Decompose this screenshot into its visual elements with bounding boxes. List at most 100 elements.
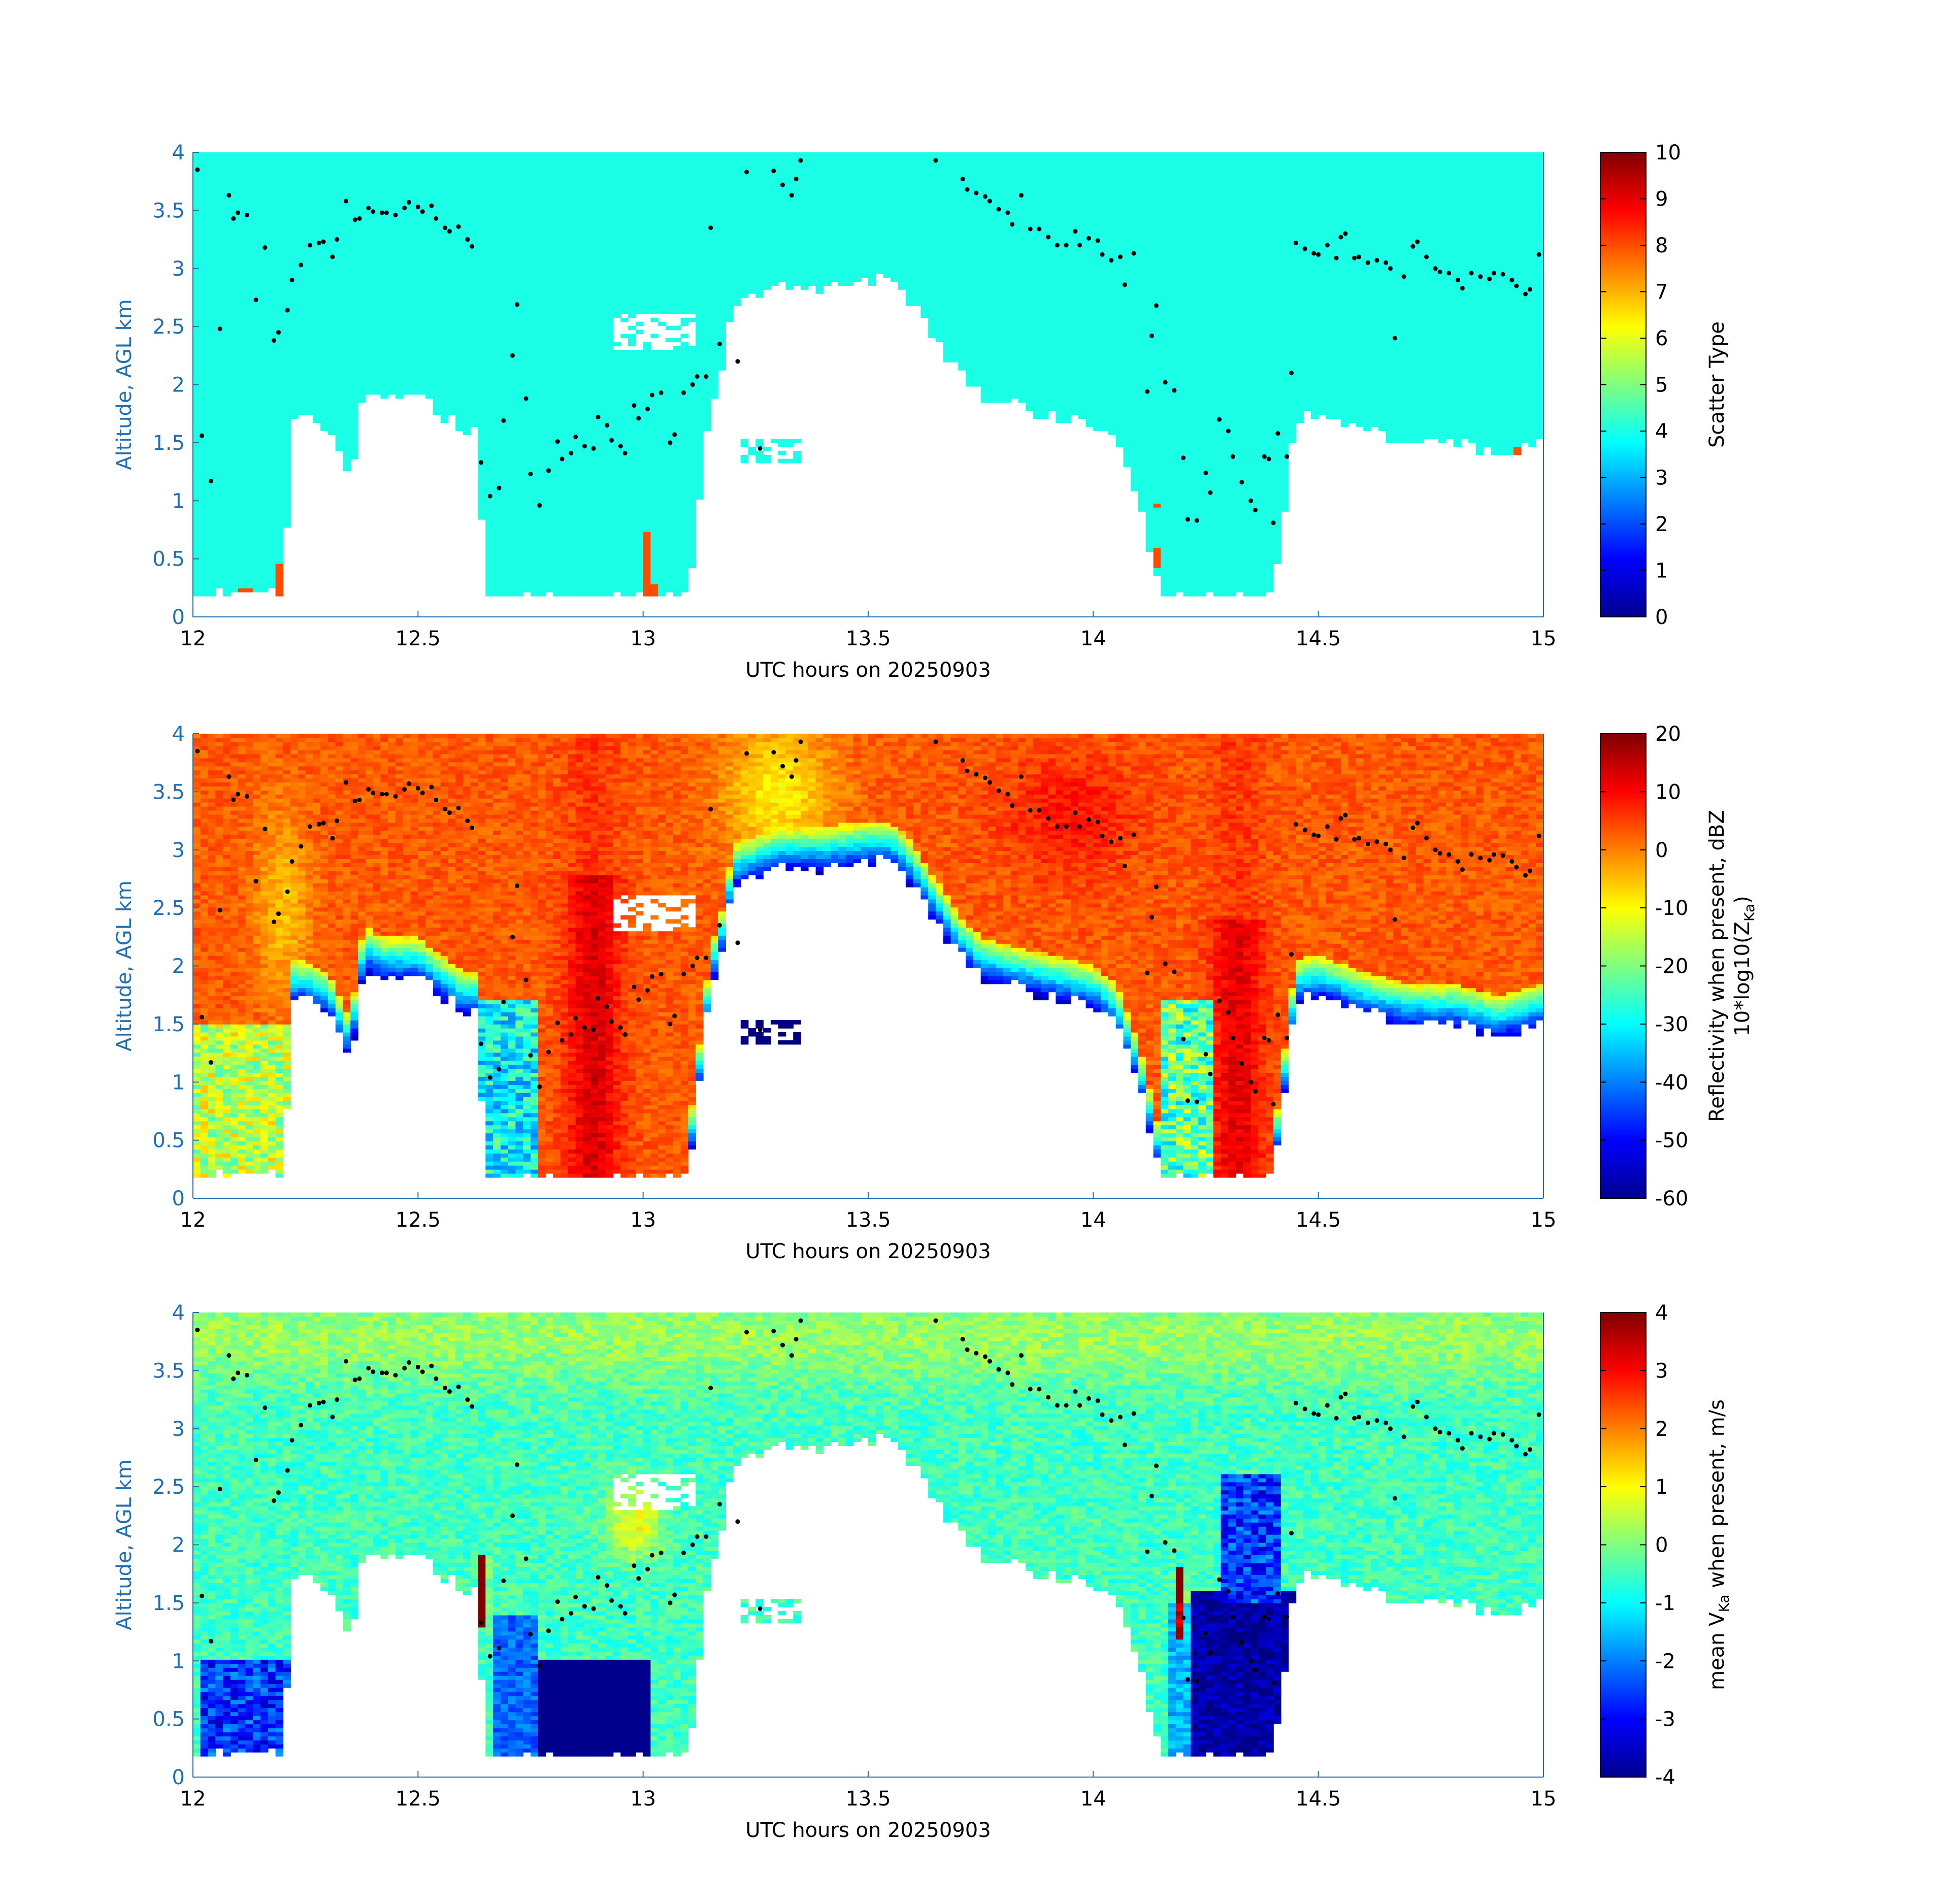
heatmap-cell <box>366 156 374 161</box>
heatmap-cell <box>260 342 269 346</box>
heatmap-cell <box>313 185 321 189</box>
heatmap-cell <box>306 177 314 181</box>
heatmap-cell <box>215 169 223 173</box>
heatmap-cell <box>373 310 381 314</box>
heatmap-cell <box>433 306 441 310</box>
heatmap-cell <box>193 451 201 455</box>
heatmap-cell <box>388 233 396 238</box>
heatmap-cell <box>328 201 336 205</box>
heatmap-cell <box>403 253 411 258</box>
heatmap-cell <box>201 443 209 447</box>
heatmap-cell <box>215 414 223 419</box>
heatmap-cell <box>411 237 419 242</box>
heatmap-cell <box>313 338 321 342</box>
heatmap-cell <box>238 426 246 431</box>
heatmap-cell <box>260 261 269 266</box>
heatmap-cell <box>283 346 291 350</box>
heatmap-cell <box>380 152 388 157</box>
heatmap-cell <box>290 201 299 205</box>
heatmap-cell <box>373 289 381 294</box>
heatmap-cell <box>245 306 253 310</box>
heatmap-cell <box>343 269 351 274</box>
heatmap-cell <box>223 233 231 238</box>
heatmap-cell <box>268 503 276 508</box>
heatmap-cell <box>193 237 201 242</box>
heatmap-cell <box>380 192 388 197</box>
heatmap-cell <box>245 495 253 500</box>
heatmap-cell <box>283 261 291 266</box>
heatmap-cell <box>366 354 374 358</box>
heatmap-cell <box>201 362 209 367</box>
heatmap-cell <box>208 334 216 339</box>
heatmap-cell <box>433 273 441 278</box>
heatmap-cell <box>298 302 306 306</box>
heatmap-cell <box>223 455 231 459</box>
heatmap-cell <box>358 395 366 399</box>
heatmap-cell <box>366 322 374 326</box>
heatmap-cell <box>193 302 201 306</box>
heatmap-cell <box>283 196 291 201</box>
heatmap-cell <box>193 540 201 544</box>
heatmap-cell <box>328 177 336 181</box>
heatmap-cell <box>283 318 291 322</box>
heatmap-cell <box>223 354 231 358</box>
heatmap-cell <box>276 491 284 496</box>
heatmap-cell <box>403 298 411 302</box>
heatmap-cell <box>245 532 253 536</box>
heatmap-cell <box>388 302 396 306</box>
heatmap-cell <box>201 407 209 411</box>
heatmap-cell <box>208 499 216 504</box>
heatmap-cell <box>208 350 216 354</box>
heatmap-cell <box>245 362 253 367</box>
heatmap-cell <box>276 201 284 205</box>
heatmap-cell <box>208 447 216 451</box>
heatmap-cell <box>208 576 216 580</box>
heatmap-cell <box>245 511 253 516</box>
heatmap-cell <box>336 165 344 169</box>
heatmap-cell <box>425 277 434 282</box>
heatmap-cell <box>283 459 291 464</box>
heatmap-cell <box>358 277 366 282</box>
heatmap-cell <box>306 213 314 217</box>
heatmap-cell <box>388 338 396 342</box>
heatmap-cell <box>396 225 404 229</box>
heatmap-cell <box>223 334 231 339</box>
heatmap-cell <box>215 285 223 290</box>
heatmap-cell <box>418 257 426 262</box>
heatmap-cell <box>366 310 374 314</box>
heatmap-cell <box>388 350 396 354</box>
heatmap-cell <box>253 346 261 350</box>
heatmap-cell <box>350 318 358 322</box>
heatmap-cell <box>403 237 411 242</box>
heatmap-cell <box>238 160 246 165</box>
heatmap-cell <box>366 289 374 294</box>
heatmap-cell <box>260 390 269 395</box>
heatmap-cell <box>403 181 411 185</box>
heatmap-cell <box>208 165 216 169</box>
heatmap-cell <box>403 362 411 367</box>
heatmap-cell <box>245 354 253 358</box>
heatmap-cell <box>403 310 411 314</box>
heatmap-cell <box>425 293 434 298</box>
heatmap-cell <box>396 362 404 367</box>
heatmap-cell <box>238 390 246 395</box>
heatmap-cell <box>268 576 276 580</box>
heatmap-cell <box>336 362 344 367</box>
heatmap-cell <box>388 177 396 181</box>
heatmap-cell <box>320 346 328 350</box>
heatmap-cell <box>418 192 426 197</box>
heatmap-cell <box>336 281 344 286</box>
heatmap-cell <box>223 403 231 407</box>
heatmap-cell <box>388 189 396 193</box>
heatmap-cell <box>260 306 269 310</box>
heatmap-cell <box>215 156 223 161</box>
heatmap-cell <box>380 378 388 383</box>
heatmap-cell <box>320 338 328 342</box>
heatmap-cell <box>253 289 261 294</box>
heatmap-cell <box>433 407 441 411</box>
heatmap-cell <box>343 431 351 435</box>
heatmap-cell <box>201 536 209 540</box>
heatmap-cell <box>350 257 358 262</box>
heatmap-cell <box>433 233 441 238</box>
heatmap-cell <box>328 181 336 185</box>
